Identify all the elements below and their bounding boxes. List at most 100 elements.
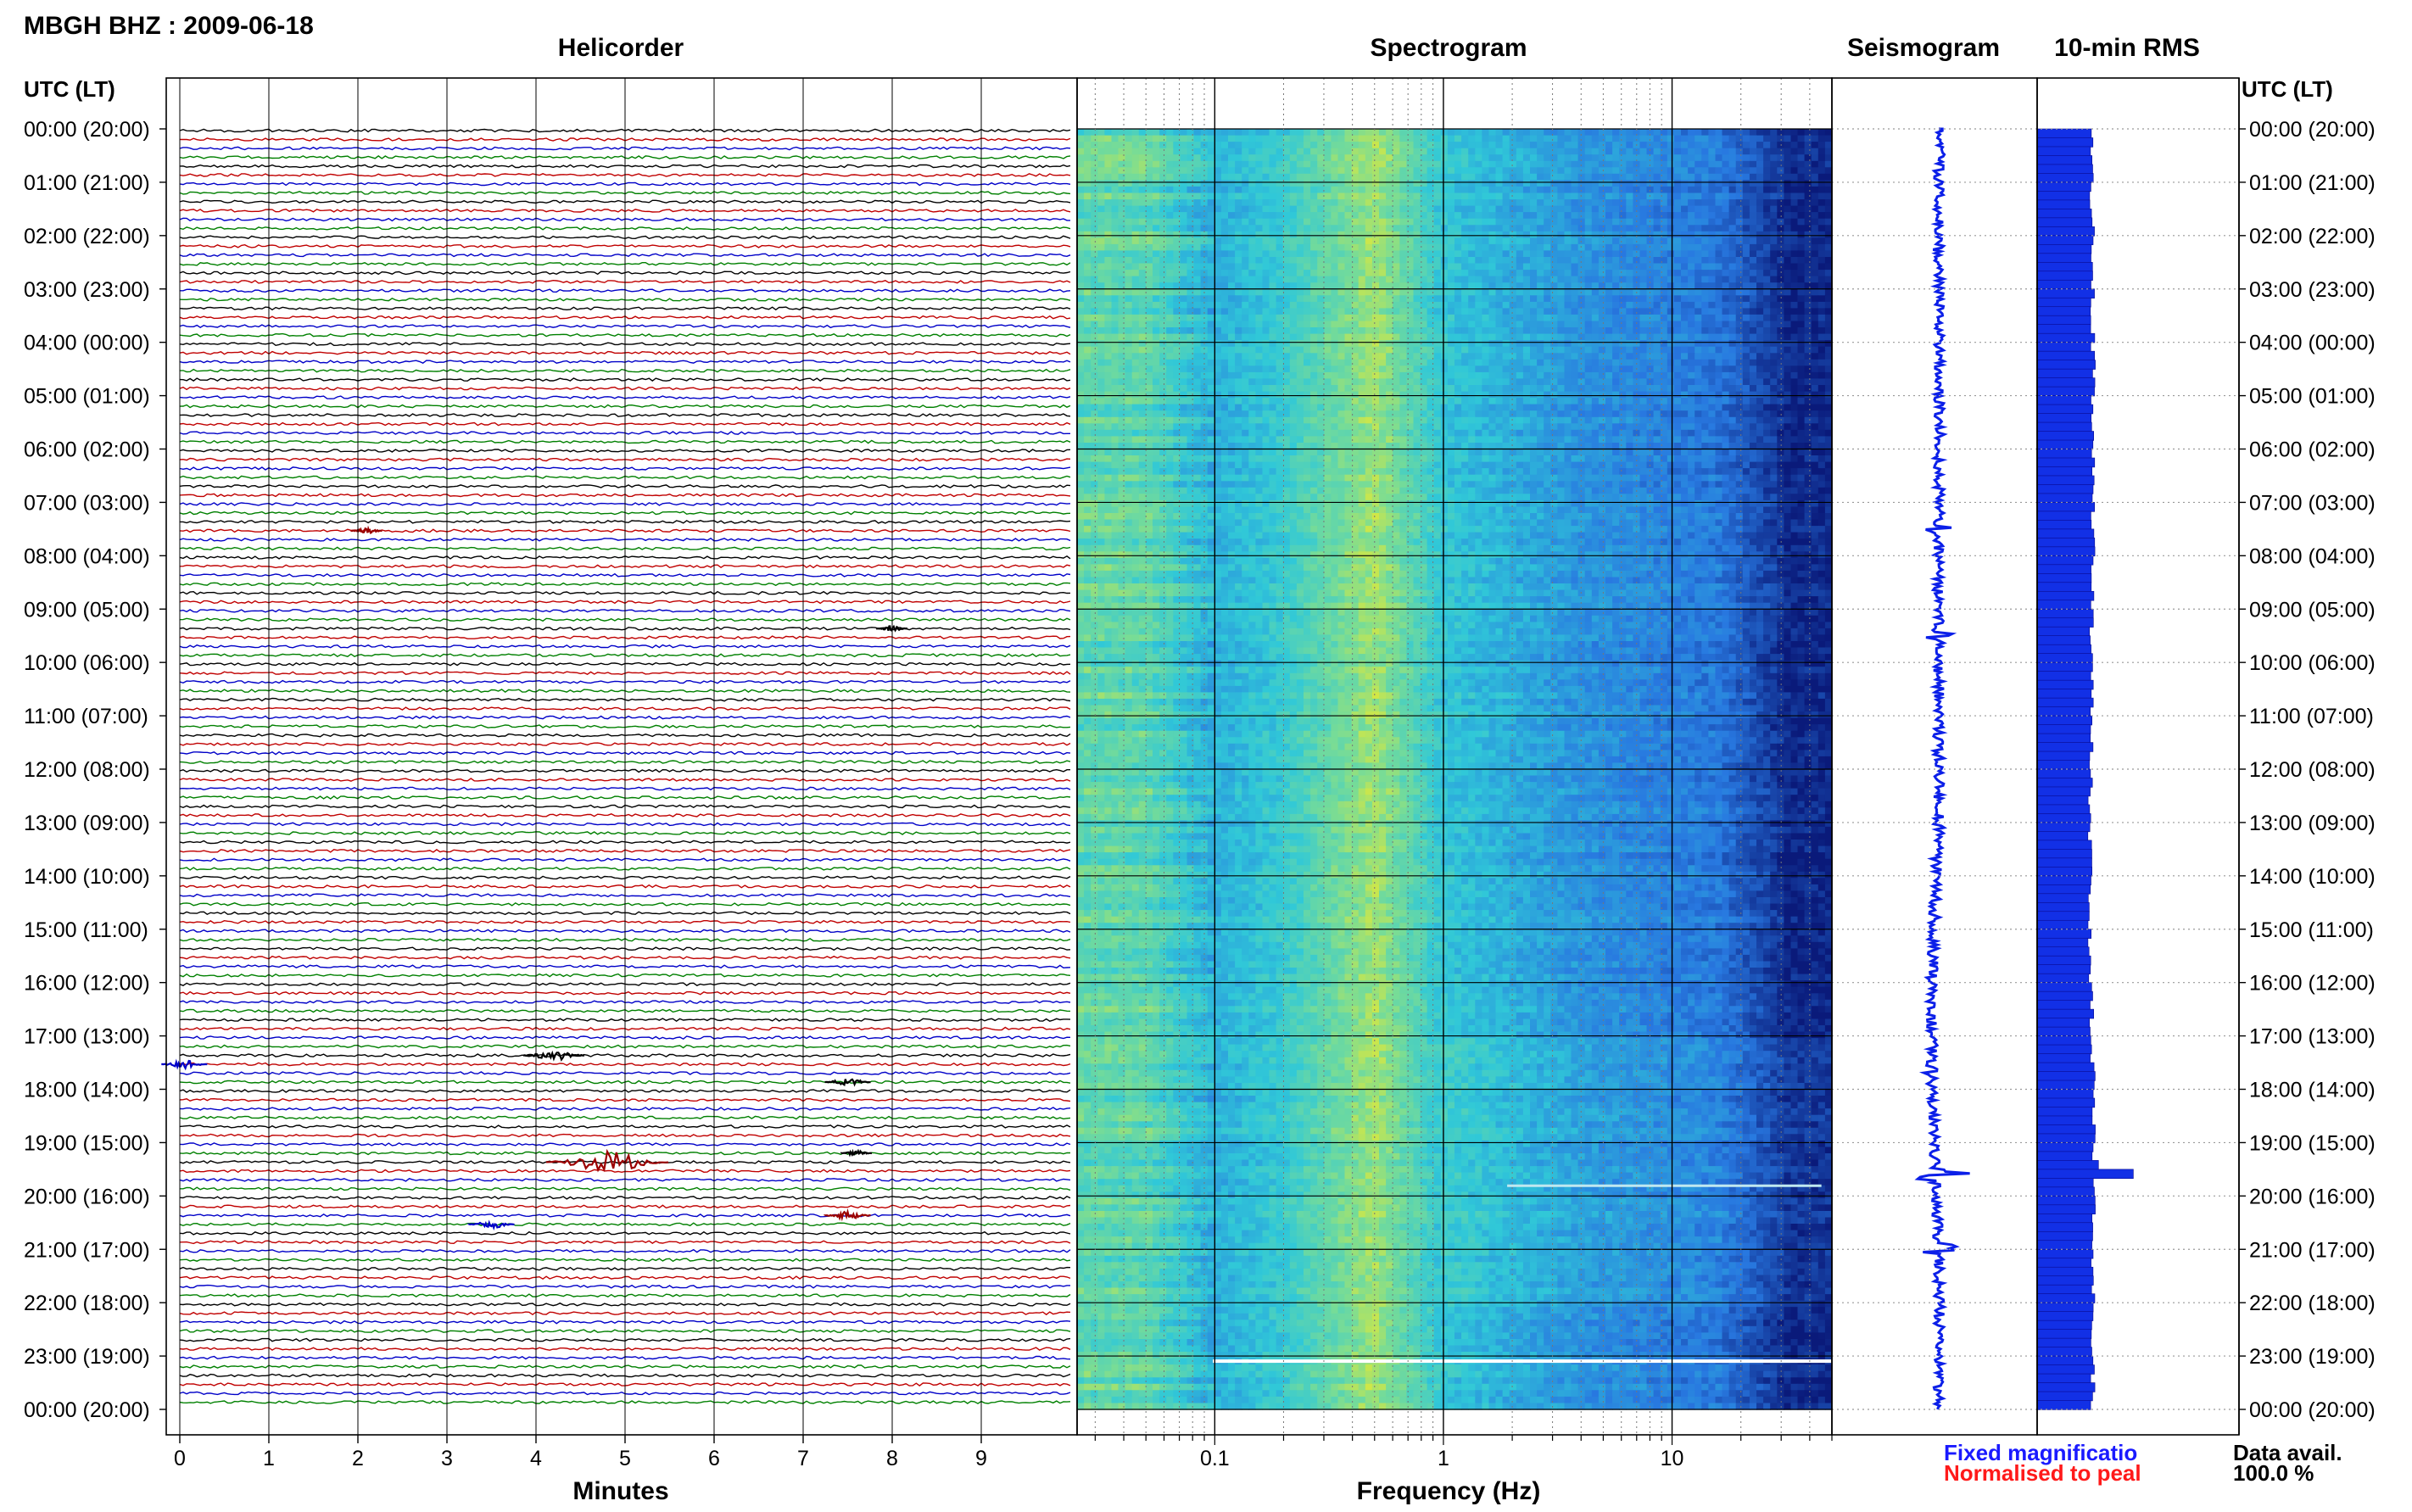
rms-bar (2037, 315, 2091, 325)
rms-bar (2037, 1001, 2091, 1010)
seismogram-line (1918, 129, 1969, 1409)
rms-bar (2037, 1392, 2092, 1401)
rms-bar (2037, 1045, 2091, 1054)
hour-label: 23:00 (19:00) (24, 1345, 150, 1369)
hour-label: 22:00 (18:00) (2249, 1292, 2376, 1315)
minute-tick-label: 3 (441, 1447, 453, 1470)
rms-bar (2037, 262, 2092, 271)
rms-bar (2037, 858, 2092, 868)
rms-bar (2037, 1383, 2095, 1392)
minutes-axis-label: Minutes (572, 1477, 668, 1505)
rms-bar (2037, 583, 2091, 592)
rms-bar (2037, 974, 2089, 983)
rms-bar (2037, 938, 2088, 947)
rms-bar (2037, 226, 2095, 236)
rms-bar (2037, 466, 2092, 476)
rms-bar (2037, 1249, 2093, 1258)
helicorder-event (469, 1223, 515, 1228)
hour-label: 09:00 (05:00) (2249, 598, 2376, 622)
rms-bar (2037, 555, 2093, 565)
rms-bar (2037, 849, 2092, 858)
seismogram-trace (1918, 129, 1969, 1409)
rms-bar (2037, 351, 2095, 360)
rms-bar (2037, 182, 2091, 192)
hour-labels-right: 00:00 (20:00)01:00 (21:00)02:00 (22:00)0… (2239, 118, 2376, 1422)
rms-bar (2037, 1294, 2095, 1303)
hour-label: 16:00 (12:00) (24, 972, 150, 996)
rms-bar (2037, 200, 2090, 209)
rms-bar (2037, 218, 2092, 227)
hour-label: 00:00 (20:00) (24, 118, 150, 142)
rms-bar (2037, 147, 2091, 156)
rms-bar (2037, 298, 2091, 307)
minute-tick-label: 7 (797, 1447, 809, 1470)
hour-label: 08:00 (04:00) (24, 544, 150, 568)
hour-label: 16:00 (12:00) (2249, 972, 2376, 996)
rms-bar (2037, 902, 2089, 912)
rms-bar (2037, 165, 2093, 174)
minute-tick-label: 4 (530, 1447, 542, 1470)
rms-bar (2037, 494, 2092, 503)
rms-bar (2037, 1072, 2095, 1081)
helicorder-event (352, 528, 382, 533)
hour-label: 01:00 (21:00) (24, 171, 150, 195)
rms-bar (2037, 672, 2091, 681)
rms-bar (2037, 609, 2093, 618)
rms-bar (2037, 129, 2091, 138)
rms-bar (2037, 1160, 2098, 1169)
rms-bar (2037, 538, 2095, 547)
seismogram-title: Seismogram (1847, 34, 2000, 62)
rms-bar (2037, 840, 2091, 850)
rms-bar (2037, 1267, 2093, 1276)
rms-bar (2037, 173, 2093, 182)
rms-bar (2037, 1063, 2094, 1072)
spectrogram-title: Spectrogram (1370, 34, 1527, 62)
rms-bar (2037, 271, 2093, 281)
hour-label: 11:00 (07:00) (2249, 705, 2374, 728)
hour-label: 13:00 (09:00) (2249, 812, 2376, 835)
hour-label: 08:00 (04:00) (2249, 544, 2376, 568)
rms-bar (2037, 644, 2091, 654)
rms-bar (2037, 1320, 2091, 1330)
rms-bar (2037, 1374, 2091, 1383)
rms-bar (2037, 1107, 2092, 1116)
rms-bar (2037, 600, 2091, 610)
hour-label: 06:00 (02:00) (2249, 438, 2376, 462)
rms-bar (2037, 1338, 2091, 1347)
rms-bar (2037, 511, 2091, 521)
frequency-tick-label: 1 (1438, 1447, 1449, 1470)
rms-bar (2037, 1018, 2090, 1028)
hour-label: 05:00 (01:00) (2249, 385, 2376, 409)
rms-bar (2037, 636, 2091, 645)
hour-label: 03:00 (23:00) (24, 278, 150, 302)
rms-bar (2037, 627, 2090, 636)
rms-bar (2037, 387, 2095, 396)
hour-label: 21:00 (17:00) (24, 1238, 150, 1262)
rms-bar (2037, 1054, 2091, 1063)
rms-bar (2037, 449, 2091, 459)
rms-bar (2037, 912, 2089, 921)
hour-label: 03:00 (23:00) (2249, 278, 2376, 302)
minute-tick-label: 9 (975, 1447, 987, 1470)
spectrogram-streak (1507, 1185, 1822, 1187)
rms-bar (2037, 618, 2093, 628)
rms-bar (2037, 1285, 2091, 1294)
rms-bar (2037, 236, 2093, 245)
rms-bar (2037, 929, 2091, 939)
station-label: MBGH BHZ : 2009-06-18 (24, 12, 314, 40)
rms-bar (2037, 191, 2090, 200)
rms-bar (2037, 405, 2093, 414)
rms-bar (2037, 1027, 2091, 1036)
rms-bar (2037, 343, 2091, 352)
normalised-label: Normalised to peal (1944, 1460, 2141, 1486)
hour-label: 10:00 (06:00) (24, 651, 150, 675)
rms-bar (2037, 360, 2096, 370)
rms-bar (2037, 654, 2092, 663)
rms-bar (2037, 689, 2091, 699)
rms-bar (2037, 547, 2095, 556)
rms-bar (2037, 787, 2091, 796)
rms-bar (2037, 307, 2091, 316)
hour-label: 14:00 (10:00) (24, 865, 150, 889)
